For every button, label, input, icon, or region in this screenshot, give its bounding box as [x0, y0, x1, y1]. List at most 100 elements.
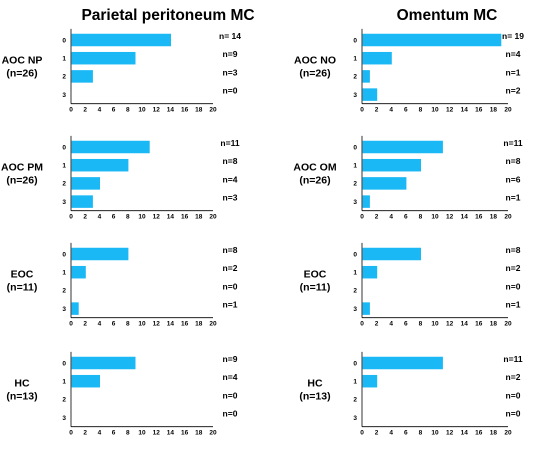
category-tick-label: 1 [353, 270, 357, 277]
x-tick-label: 20 [209, 321, 217, 328]
x-tick-label: 4 [98, 107, 102, 114]
category-tick-label: 0 [353, 360, 357, 367]
count-label: n=1 [506, 193, 521, 203]
group-sample-size: (n=11) [7, 281, 38, 293]
x-tick-label: 16 [475, 107, 483, 114]
x-tick-label: 12 [153, 430, 161, 437]
category-tick-label: 1 [62, 56, 66, 63]
count-label: n=9 [223, 354, 238, 364]
x-tick-label: 4 [389, 107, 393, 114]
x-tick-label: 16 [475, 321, 483, 328]
count-label: n=1 [223, 300, 238, 310]
count-label: n=2 [506, 372, 521, 382]
x-tick-label: 4 [389, 214, 393, 221]
bar [362, 247, 421, 261]
x-tick-label: 10 [431, 430, 439, 437]
x-tick-label: 8 [419, 321, 423, 328]
x-tick-label: 6 [404, 107, 408, 114]
x-tick-label: 0 [360, 107, 364, 114]
x-tick-label: 10 [138, 430, 146, 437]
x-tick-label: 14 [167, 107, 175, 114]
count-label: n=3 [223, 193, 238, 203]
x-tick-label: 0 [360, 214, 364, 221]
count-label: n= 19 [502, 31, 524, 41]
category-tick-label: 0 [62, 144, 66, 151]
bar [362, 356, 443, 370]
bar [362, 302, 370, 315]
x-tick-label: 14 [461, 430, 469, 437]
x-tick-label: 4 [98, 430, 102, 437]
x-tick-label: 10 [431, 321, 439, 328]
x-tick-label: 18 [195, 214, 203, 221]
x-tick-label: 20 [504, 430, 512, 437]
category-tick-label: 0 [353, 251, 357, 258]
chart-panel-right-1: AOC OM(n=26) 0 n=11 1 n=8 2 n=6 3 n=1 0 2 4 6 8 10 12 14… [293, 135, 523, 221]
x-tick-label: 6 [112, 107, 116, 114]
count-label: n=0 [506, 409, 521, 419]
x-tick-label: 2 [375, 430, 379, 437]
category-tick-label: 2 [62, 288, 66, 295]
x-tick-label: 18 [490, 321, 498, 328]
x-tick-label: 8 [126, 107, 130, 114]
x-tick-label: 2 [83, 321, 87, 328]
category-tick-label: 2 [353, 74, 357, 81]
x-tick-label: 20 [504, 214, 512, 221]
count-label: n=2 [223, 263, 238, 273]
bar [362, 374, 378, 388]
panels: AOC NP(n=26)0 n= 141 n=92 n=33 n=00 2 4 6 8 10 12 1… [1, 28, 524, 437]
x-tick-label: 8 [126, 430, 130, 437]
category-tick-label: 0 [62, 37, 66, 44]
x-tick-label: 20 [209, 430, 217, 437]
x-tick-label: 0 [69, 430, 73, 437]
x-tick-label: 8 [126, 214, 130, 221]
category-tick-label: 0 [62, 251, 66, 258]
x-tick-label: 18 [490, 430, 498, 437]
category-tick-label: 2 [62, 74, 66, 81]
count-label: n=0 [223, 390, 238, 400]
count-label: n=2 [506, 263, 521, 273]
x-tick-label: 10 [431, 107, 439, 114]
category-tick-label: 3 [62, 306, 66, 313]
category-tick-label: 2 [62, 181, 66, 188]
group-sample-size: (n=11) [300, 281, 331, 293]
x-tick-label: 14 [167, 214, 175, 221]
x-tick-label: 16 [181, 214, 189, 221]
count-label: n=0 [223, 281, 238, 291]
group-sample-size: (n=26) [6, 67, 37, 79]
x-tick-label: 6 [404, 430, 408, 437]
x-tick-label: 4 [98, 321, 102, 328]
bar [362, 195, 370, 208]
x-tick-label: 12 [153, 107, 161, 114]
count-label: n=11 [503, 354, 522, 364]
x-tick-label: 18 [195, 430, 203, 437]
x-tick-label: 2 [83, 107, 87, 114]
x-tick-label: 4 [389, 430, 393, 437]
count-label: n=1 [506, 67, 521, 77]
chart-panel-right-3: HC(n=13) 0 n=11 1 n=2 2 n=0 3 n=0 0 2 4 6 8 10 12 14 16 18… [299, 351, 523, 437]
bar [362, 158, 421, 172]
x-tick-label: 20 [504, 321, 512, 328]
x-tick-label: 6 [404, 214, 408, 221]
x-tick-label: 6 [112, 321, 116, 328]
x-tick-label: 10 [138, 107, 146, 114]
x-tick-label: 10 [138, 214, 146, 221]
bar [71, 247, 129, 261]
group-sample-size: (n=26) [299, 67, 330, 79]
x-tick-label: 4 [389, 321, 393, 328]
x-tick-label: 14 [461, 214, 469, 221]
bar [71, 140, 150, 154]
bar [71, 33, 171, 47]
x-tick-label: 10 [138, 321, 146, 328]
category-tick-label: 1 [353, 56, 357, 63]
group-label: EOC [11, 268, 34, 280]
count-label: n=8 [223, 245, 238, 255]
x-tick-label: 12 [446, 214, 454, 221]
x-tick-label: 14 [461, 321, 469, 328]
bar [362, 33, 502, 47]
x-tick-label: 0 [69, 214, 73, 221]
x-tick-label: 18 [195, 321, 203, 328]
x-tick-label: 12 [153, 214, 161, 221]
chart-panel-left-2: EOC(n=11) 0 n=8 1 n=2 2 n=0 3 n=1 0 2 4 6 8 10 12 14 16 18… [7, 242, 238, 328]
x-tick-label: 12 [153, 321, 161, 328]
